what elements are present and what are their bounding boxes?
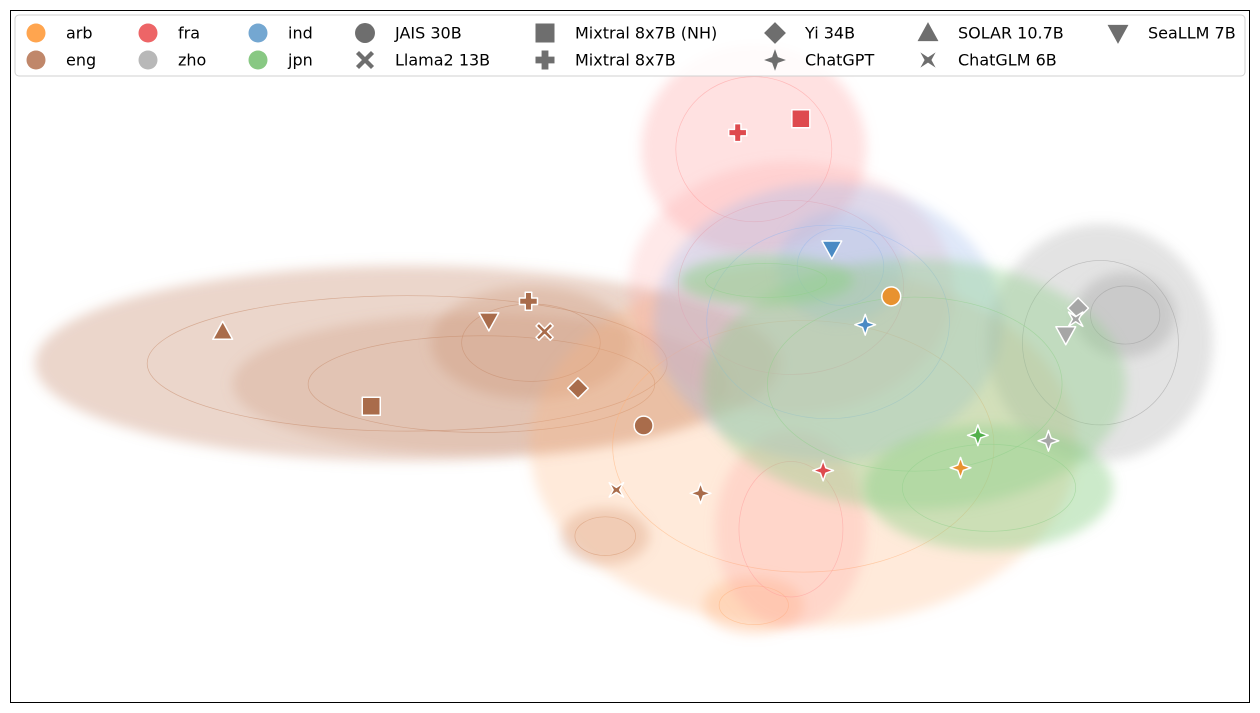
legend-label-fra: fra bbox=[178, 24, 200, 43]
density-layer bbox=[35, 45, 1213, 634]
point-eng-mixtral-8x7b bbox=[518, 291, 539, 311]
density-contour-jpn-14 bbox=[705, 263, 828, 298]
legend-label-jais-30b: JAIS 30B bbox=[394, 24, 462, 43]
legend-label-zho: zho bbox=[178, 51, 206, 70]
legend-label-yi-34b: Yi 34B bbox=[804, 24, 855, 43]
point-zho-chatglm-6b bbox=[1067, 311, 1084, 328]
point-arb-jais-30b bbox=[881, 286, 902, 307]
point-zho-seallm-7b bbox=[1055, 325, 1077, 346]
legend-swatch-arb bbox=[26, 23, 46, 43]
legend-label-solar-10-7b: SOLAR 10.7B bbox=[958, 24, 1064, 43]
point-eng-chatgpt bbox=[689, 482, 712, 505]
point-eng-llama2-13b bbox=[535, 322, 554, 341]
legend-label-chatglm-6b: ChatGLM 6B bbox=[958, 51, 1057, 70]
legend-swatch-jpn bbox=[248, 50, 268, 70]
density-contour-zho-12 bbox=[1090, 285, 1161, 345]
legend-label-llama2-13b: Llama2 13B bbox=[395, 51, 490, 70]
point-eng-jais-30b bbox=[633, 415, 654, 436]
legend-swatch-ind bbox=[248, 23, 268, 43]
point-eng-seallm-7b bbox=[478, 312, 500, 332]
legend-marker-solar-10-7b bbox=[917, 22, 939, 42]
legend-label-eng: eng bbox=[66, 51, 96, 70]
point-eng-yi-34b bbox=[566, 377, 590, 400]
point-arb-chatgpt bbox=[949, 456, 972, 479]
legend-marker-jais-30b bbox=[355, 23, 375, 43]
point-fra-mixtral-8x7b bbox=[727, 122, 748, 143]
legend-marker-mixtral-8x7b-nh bbox=[535, 23, 555, 43]
point-zho-chatgpt bbox=[1037, 429, 1060, 452]
legend-label-arb: arb bbox=[66, 24, 93, 43]
legend-label-ind: ind bbox=[288, 24, 313, 43]
legend: arb eng fra zho ind jpn JAIS 30B Llama2 13B Mixt… bbox=[14, 14, 1246, 77]
legend-marker-chatgpt bbox=[764, 49, 786, 71]
points-layer bbox=[212, 109, 1090, 505]
density-region-jpn-15 bbox=[864, 425, 1114, 551]
legend-swatch-zho bbox=[138, 50, 158, 70]
legend-label-chatgpt: ChatGPT bbox=[805, 51, 874, 70]
point-eng-chatglm-6b bbox=[608, 481, 625, 498]
legend-swatch-eng bbox=[26, 50, 46, 70]
point-ind-seallm-7b bbox=[821, 240, 843, 260]
density-contour-jpn-15 bbox=[902, 443, 1077, 532]
legend-label-mixtral-8x7b-nh: Mixtral 8x7B (NH) bbox=[575, 24, 717, 43]
legend-marker-mixtral-8x7b bbox=[535, 50, 555, 70]
point-fra-chatgpt bbox=[812, 459, 835, 482]
point-eng-mixtral-8x7b-nh bbox=[361, 396, 382, 417]
legend-swatch-fra bbox=[138, 23, 158, 43]
legend-label-seallm-7b: SeaLLM 7B bbox=[1148, 24, 1236, 43]
legend-marker-llama2-13b bbox=[355, 50, 375, 70]
legend-marker-chatglm-6b bbox=[920, 52, 936, 68]
point-eng-solar-10-7b bbox=[212, 320, 234, 341]
legend-label-mixtral-8x7b: Mixtral 8x7B bbox=[575, 51, 676, 70]
legend-marker-seallm-7b bbox=[1107, 24, 1129, 44]
point-jpn-chatgpt bbox=[966, 424, 989, 447]
point-ind-chatgpt bbox=[854, 313, 877, 336]
legend-label-jpn: jpn bbox=[287, 51, 313, 70]
legend-box bbox=[14, 14, 1246, 77]
point-fra-mixtral-8x7b-nh bbox=[791, 109, 811, 129]
